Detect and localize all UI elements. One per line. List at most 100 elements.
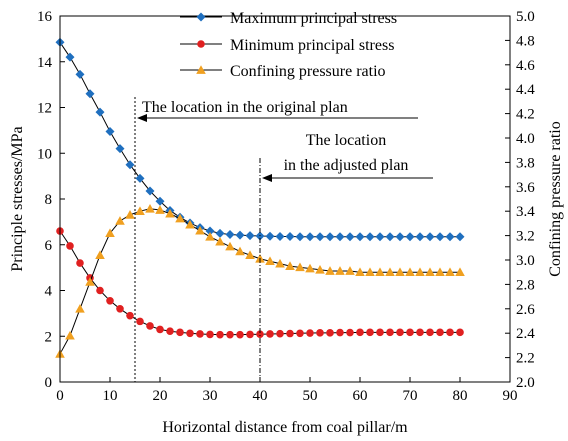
data-point bbox=[265, 256, 275, 266]
data-point bbox=[456, 328, 464, 337]
data-point bbox=[366, 328, 374, 337]
y-right-tick-label: 4.4 bbox=[516, 82, 535, 98]
data-point bbox=[386, 328, 394, 337]
data-point bbox=[96, 286, 104, 295]
data-point bbox=[405, 267, 415, 277]
data-point bbox=[385, 232, 395, 242]
data-point bbox=[376, 328, 384, 337]
legend-label: Minimum principal stress bbox=[230, 37, 394, 54]
data-point bbox=[115, 216, 125, 225]
data-point bbox=[455, 232, 465, 242]
data-point bbox=[326, 329, 334, 337]
data-point bbox=[66, 242, 74, 250]
y-left-tick-label: 4 bbox=[45, 284, 53, 300]
data-point bbox=[416, 328, 424, 337]
y-left-tick-label: 8 bbox=[45, 192, 53, 208]
data-point bbox=[105, 127, 115, 137]
data-point bbox=[175, 213, 185, 223]
data-point bbox=[355, 232, 365, 242]
data-point bbox=[186, 329, 194, 338]
data-point bbox=[245, 231, 255, 241]
data-point bbox=[256, 330, 264, 338]
data-point bbox=[426, 328, 434, 337]
data-point bbox=[395, 232, 405, 242]
y-right-tick-label: 3.8 bbox=[516, 155, 535, 171]
data-point bbox=[126, 311, 134, 320]
data-point bbox=[75, 69, 85, 79]
legend-marker bbox=[197, 40, 205, 48]
y-right-tick-label: 3.2 bbox=[516, 229, 535, 245]
data-point bbox=[375, 267, 385, 277]
data-point bbox=[275, 258, 285, 268]
data-point bbox=[296, 329, 304, 338]
data-point bbox=[435, 267, 445, 277]
data-point bbox=[206, 330, 214, 339]
data-point bbox=[215, 228, 225, 238]
data-point bbox=[76, 259, 84, 267]
data-point bbox=[355, 267, 365, 277]
arrowhead bbox=[262, 174, 272, 182]
data-point bbox=[286, 329, 294, 338]
data-point bbox=[365, 232, 375, 242]
data-point bbox=[315, 264, 325, 274]
data-point bbox=[285, 261, 295, 270]
data-point bbox=[335, 232, 345, 242]
data-point bbox=[415, 267, 425, 277]
data-point bbox=[65, 330, 75, 340]
data-point bbox=[455, 267, 465, 277]
data-point bbox=[225, 229, 235, 239]
data-point bbox=[125, 160, 135, 170]
y-left-tick-label: 14 bbox=[37, 55, 53, 71]
data-point bbox=[265, 231, 275, 241]
y-left-tick-label: 12 bbox=[37, 101, 52, 117]
y-left-tick-label: 2 bbox=[45, 329, 53, 345]
data-point bbox=[235, 230, 245, 240]
x-tick-label: 70 bbox=[403, 388, 418, 404]
data-point bbox=[295, 232, 305, 242]
x-tick-label: 60 bbox=[353, 388, 368, 404]
data-point bbox=[135, 173, 145, 183]
y-left-axis-title: Principle stresses/MPa bbox=[9, 126, 26, 271]
data-point bbox=[305, 232, 315, 242]
data-point bbox=[245, 250, 255, 259]
y-left-tick-label: 16 bbox=[37, 9, 53, 25]
data-point bbox=[446, 328, 454, 337]
data-point bbox=[196, 330, 204, 338]
chart-axes: 0 10 20 30 40 50 60 70 80 90 0 2 4 6 8 10 12 14 16 2.0 2.2 2.… bbox=[9, 9, 564, 436]
legend-label: Maximum principal stress bbox=[230, 10, 397, 27]
x-tick-label: 50 bbox=[303, 388, 318, 404]
x-tick-label: 80 bbox=[453, 388, 468, 404]
y-right-tick-label: 3.6 bbox=[516, 180, 535, 196]
data-point bbox=[136, 317, 144, 326]
data-point bbox=[85, 89, 95, 99]
data-point bbox=[316, 329, 324, 337]
y-right-tick-label: 3.0 bbox=[516, 253, 535, 269]
data-point bbox=[106, 296, 114, 305]
data-point bbox=[325, 266, 335, 275]
data-point bbox=[195, 225, 205, 235]
y-right-tick-label: 2.0 bbox=[516, 375, 535, 391]
data-point bbox=[375, 232, 385, 242]
data-point bbox=[236, 330, 244, 339]
x-tick-label: 10 bbox=[103, 388, 118, 404]
y-right-tick-label: 4.8 bbox=[516, 33, 535, 49]
data-point bbox=[266, 330, 274, 338]
data-point bbox=[165, 208, 175, 218]
data-point bbox=[255, 231, 265, 241]
y-right-tick-label: 3.4 bbox=[516, 204, 535, 220]
data-point bbox=[276, 329, 284, 338]
series-2 bbox=[55, 203, 465, 358]
data-point bbox=[356, 328, 364, 337]
data-point bbox=[176, 328, 184, 337]
legend-label: Confining pressure ratio bbox=[230, 63, 386, 80]
data-point bbox=[205, 232, 215, 241]
data-point bbox=[116, 305, 124, 313]
series-1 bbox=[56, 227, 464, 339]
data-point bbox=[155, 196, 165, 206]
data-point bbox=[306, 329, 314, 337]
arrowhead bbox=[137, 114, 147, 122]
legend: Maximum principal stress Minimum principa… bbox=[180, 10, 397, 80]
data-point bbox=[145, 203, 155, 213]
y-right-tick-label: 4.2 bbox=[516, 107, 535, 123]
